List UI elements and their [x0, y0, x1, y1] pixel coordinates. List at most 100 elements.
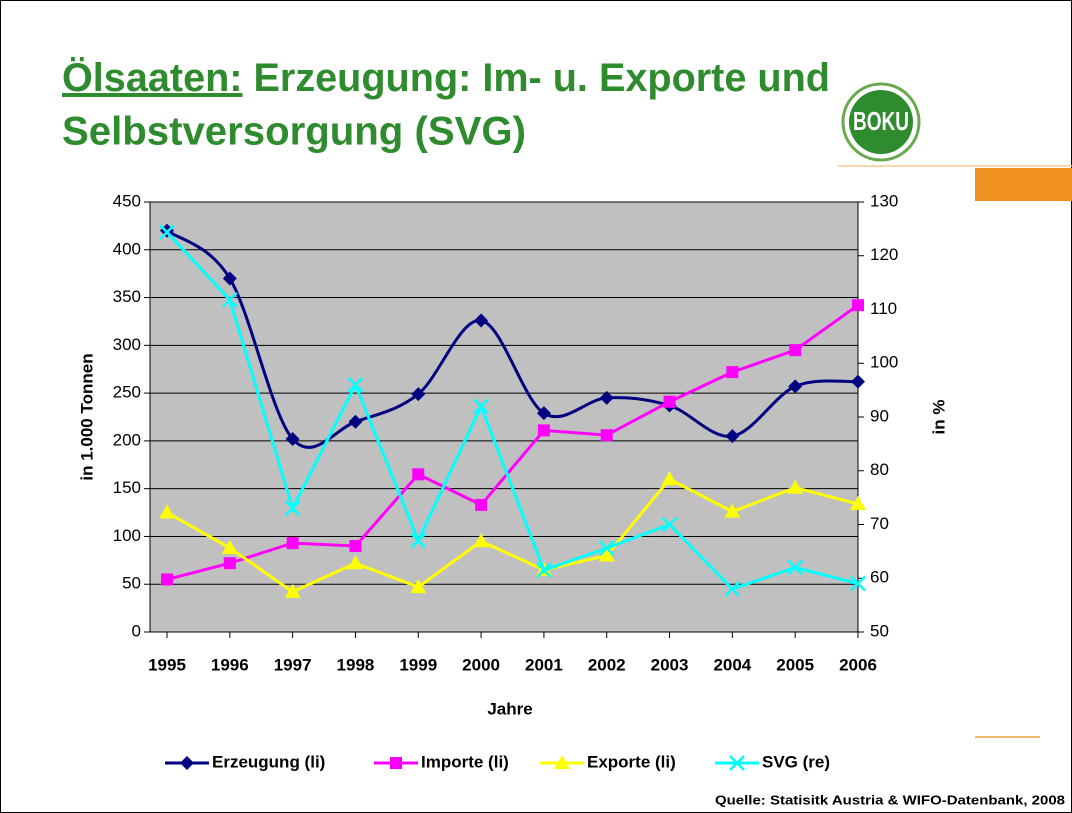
y2-tick-label: 100 — [870, 353, 898, 372]
marker — [788, 379, 803, 394]
marker — [223, 557, 236, 570]
marker — [180, 756, 194, 770]
x-tick-label: 2001 — [525, 655, 563, 674]
marker — [161, 573, 173, 586]
x-tick-label: 2003 — [651, 655, 689, 674]
y2-tick-label: 80 — [870, 460, 889, 479]
marker — [390, 757, 402, 769]
x-tick-label: 2005 — [776, 655, 814, 674]
marker — [554, 755, 570, 769]
marker — [221, 539, 238, 554]
marker — [537, 424, 550, 437]
y-tick-label: 50 — [122, 574, 141, 593]
marker — [473, 398, 489, 415]
x-axis-label: Jahre — [487, 699, 532, 718]
marker — [411, 387, 426, 402]
x-tick-label: 1999 — [399, 655, 437, 674]
marker — [724, 503, 741, 518]
marker — [726, 366, 739, 379]
y-tick-label: 0 — [132, 621, 141, 640]
series-line — [165, 231, 859, 591]
y2-tick-label: 120 — [870, 245, 898, 264]
x-tick-label: 2006 — [839, 655, 877, 674]
orange-bar — [975, 168, 1072, 201]
marker — [285, 431, 300, 446]
marker — [536, 562, 552, 579]
marker — [475, 498, 488, 511]
legend-label: SVG (re) — [762, 752, 830, 771]
marker — [347, 555, 364, 570]
legend-label: Exporte (li) — [587, 752, 676, 771]
plot-area — [150, 202, 858, 632]
y-axis-label: in 1.000 Tonnen — [77, 353, 96, 480]
marker — [787, 479, 804, 494]
x-tick-label: 1998 — [337, 655, 375, 674]
marker — [661, 516, 678, 533]
title-line1: Erzeugung: Im- u. Exporte und — [243, 56, 830, 100]
marker — [412, 468, 425, 481]
series-line — [166, 303, 859, 581]
title-line2: Selbstversorgung (SVG) — [62, 110, 526, 154]
marker — [725, 429, 740, 444]
legend-label: Importe (li) — [421, 752, 509, 771]
y2-tick-label: 60 — [870, 568, 889, 587]
marker — [284, 500, 301, 517]
y-tick-label: 300 — [113, 335, 141, 354]
marker — [349, 540, 362, 552]
x-tick-label: 1996 — [211, 655, 249, 674]
marker — [852, 299, 864, 312]
logo: BOKU — [841, 82, 921, 162]
marker — [286, 537, 299, 550]
marker — [789, 344, 802, 357]
y-tick-label: 350 — [113, 287, 141, 306]
marker — [347, 376, 364, 393]
y-tick-label: 400 — [113, 239, 141, 258]
legend-label: Erzeugung (li) — [212, 752, 325, 771]
x-tick-label: 1995 — [148, 655, 186, 674]
y-tick-label: 450 — [113, 191, 141, 210]
marker — [599, 390, 614, 405]
y-tick-label: 250 — [113, 383, 141, 402]
y2-tick-label: 130 — [870, 191, 898, 210]
marker — [600, 429, 613, 442]
marker — [787, 559, 804, 576]
source: Quelle: Statisitk Austria & WIFO-Datenba… — [715, 792, 1065, 807]
logo-disc — [849, 90, 913, 154]
y2-tick-label: 90 — [870, 406, 889, 425]
marker — [536, 406, 551, 421]
marker — [284, 583, 301, 598]
marker — [850, 575, 866, 592]
y2-tick-label: 110 — [870, 299, 897, 318]
marker — [159, 224, 175, 240]
marker — [473, 533, 490, 548]
title-underlined: Ölsaaten: — [62, 55, 243, 100]
x-tick-label: 2004 — [713, 655, 751, 674]
marker — [663, 395, 676, 408]
marker — [159, 504, 175, 519]
marker — [598, 540, 615, 557]
x-tick-label: 2002 — [588, 655, 626, 674]
y2-tick-label: 50 — [870, 621, 889, 640]
marker — [850, 495, 866, 510]
marker — [410, 532, 427, 549]
series-line — [166, 477, 859, 594]
marker — [851, 374, 865, 389]
y-tick-label: 150 — [113, 478, 141, 497]
marker — [221, 291, 238, 308]
marker — [729, 755, 745, 771]
y-tick-label: 200 — [113, 430, 141, 449]
y2-tick-label: 70 — [870, 514, 889, 533]
marker — [724, 581, 741, 597]
logo-text: BOKU — [853, 106, 909, 136]
x-tick-label: 1997 — [274, 655, 312, 674]
title: Ölsaaten: Erzeugung: Im- u. Exporte und — [62, 55, 830, 100]
marker — [661, 471, 678, 486]
marker — [598, 547, 615, 562]
y2-axis-label: in % — [929, 400, 948, 435]
marker — [474, 313, 489, 328]
x-tick-label: 2000 — [462, 655, 500, 674]
marker — [222, 271, 237, 286]
marker — [410, 579, 427, 594]
y-tick-label: 100 — [113, 526, 141, 545]
